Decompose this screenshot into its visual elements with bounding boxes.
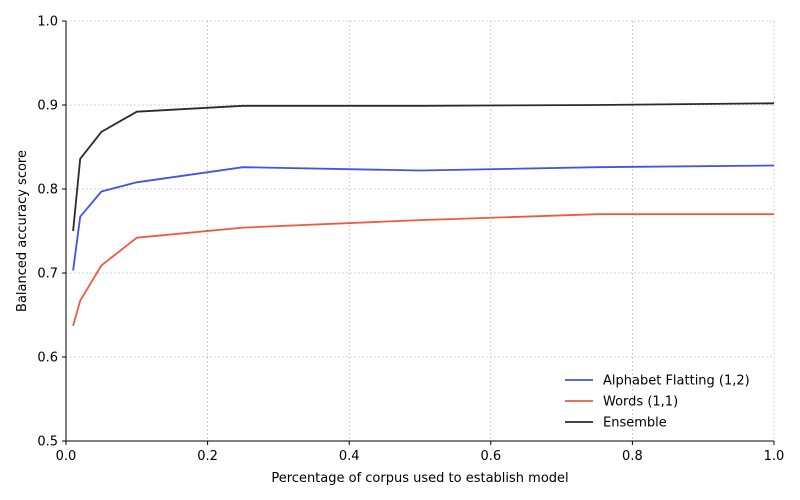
ticks: 0.0 0.2 0.4 0.6 0.8 1.0 0.5 0.6 0.7 0.8 0.9 1.0: [37, 15, 784, 465]
series-line-2: [72, 102, 775, 232]
series-lines: [72, 102, 775, 327]
x-tick-label: 0.8: [622, 449, 643, 464]
x-tick-label: 0.0: [56, 449, 77, 464]
y-tick-label: 0.8: [37, 183, 58, 198]
y-tick-label: 0.5: [37, 435, 58, 450]
x-tick-label: 1.0: [764, 449, 785, 464]
y-axis-title: Balanced accuracy score: [15, 150, 30, 312]
y-tick-label: 0.9: [37, 99, 58, 114]
legend-label: Words (1,1): [603, 395, 678, 410]
legend-label: Alphabet Flatting (1,2): [603, 374, 750, 389]
y-tick-label: 1.0: [37, 15, 58, 30]
axes: [65, 21, 774, 442]
series-line-1: [72, 213, 774, 327]
series-line-0: [72, 164, 775, 271]
legend-label: Ensemble: [603, 416, 667, 431]
y-tick-label: 0.7: [37, 267, 58, 282]
y-tick-label: 0.6: [37, 351, 58, 366]
x-tick-label: 0.6: [480, 449, 501, 464]
x-axis-title: Percentage of corpus used to establish m…: [271, 471, 568, 486]
x-tick-label: 0.2: [197, 449, 218, 464]
legend: Alphabet Flatting (1,2) Words (1,1) Ensemb…: [565, 374, 750, 431]
x-tick-label: 0.4: [339, 449, 360, 464]
